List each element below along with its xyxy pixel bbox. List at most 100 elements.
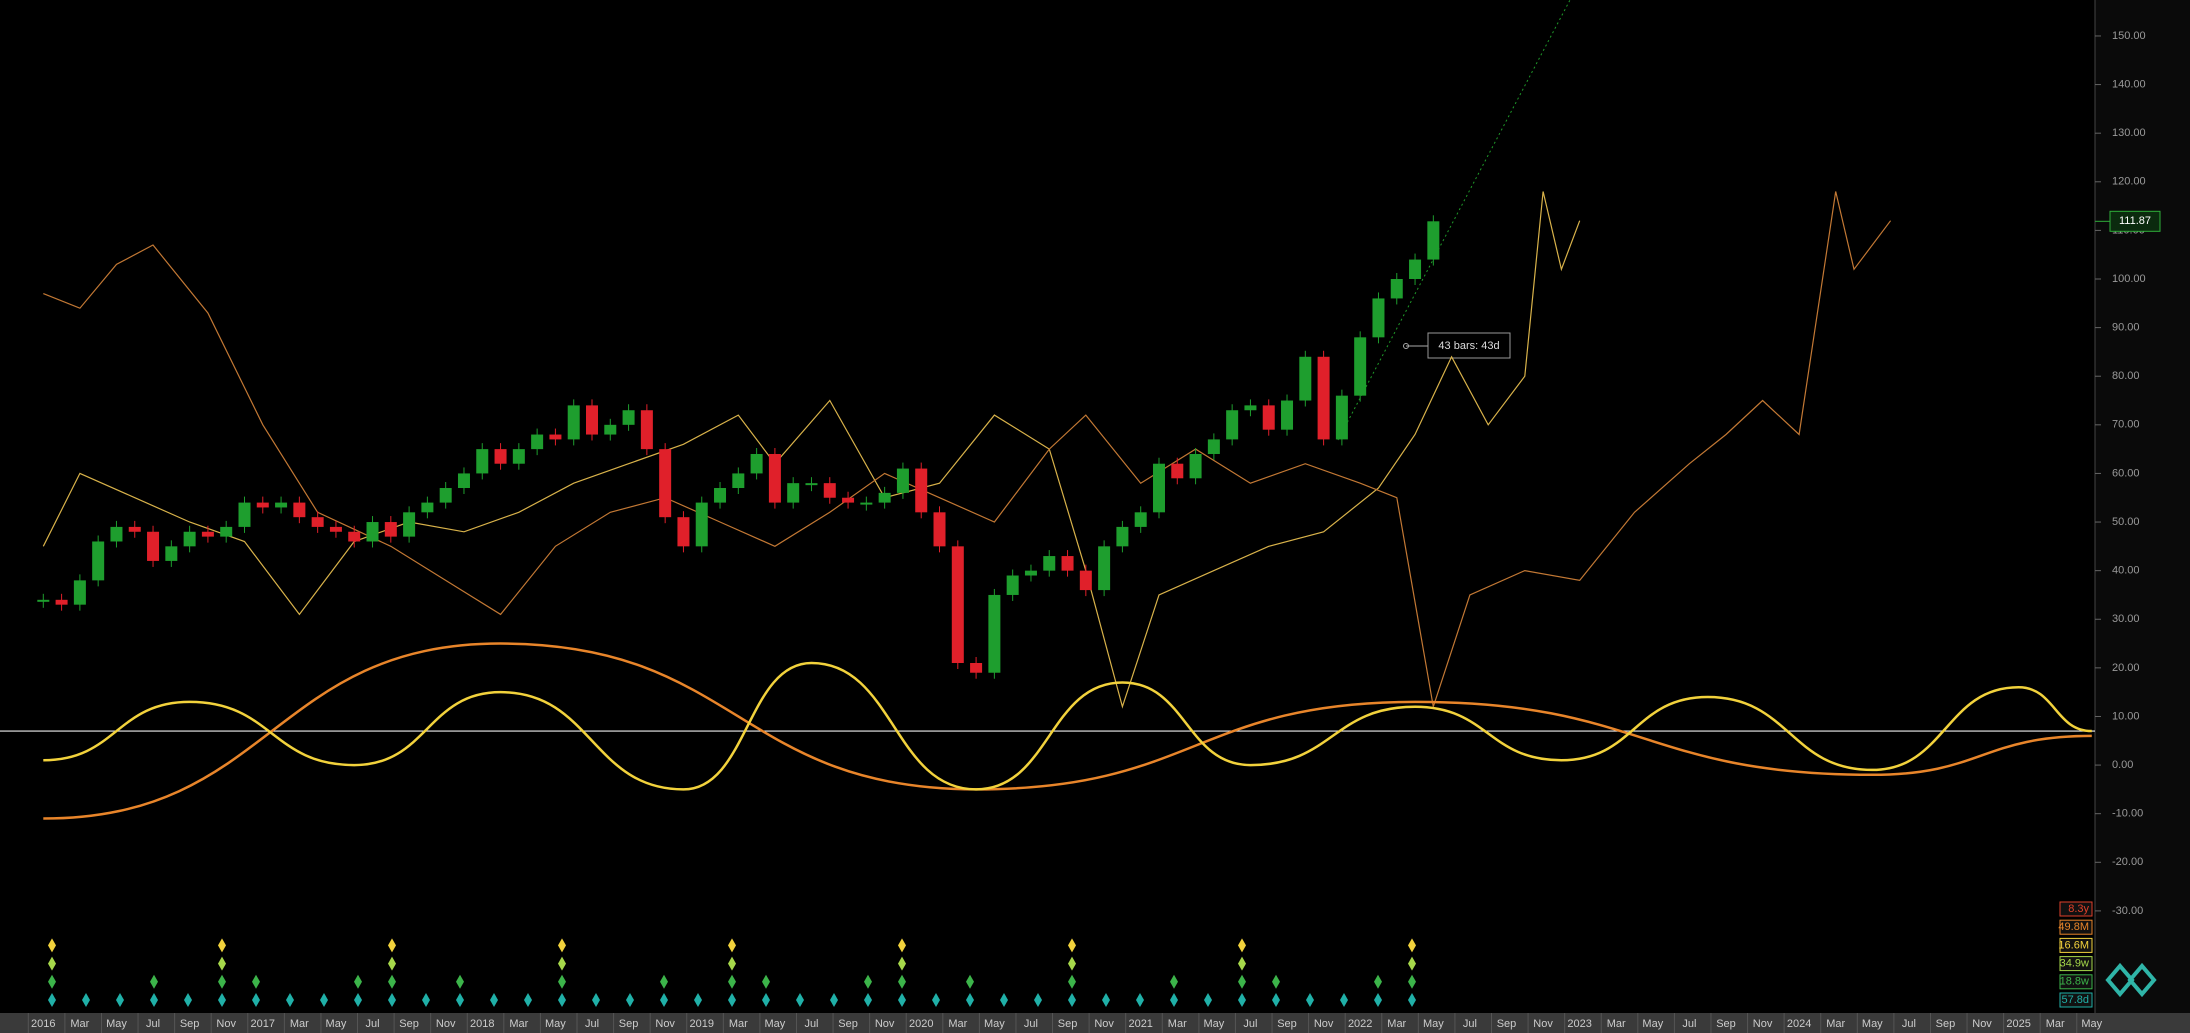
x-tick-label: Jul <box>1024 1018 1038 1030</box>
phasing-diamond <box>524 993 532 1007</box>
cycle-wave <box>43 661 2092 791</box>
x-tick-label: 2023 <box>1567 1018 1591 1030</box>
x-tick-label: 2025 <box>2006 1018 2030 1030</box>
phasing-diamond <box>864 993 872 1007</box>
x-tick-label: May <box>1642 1018 1663 1030</box>
x-tick-label: Sep <box>838 1018 858 1030</box>
price-bar <box>860 502 873 505</box>
phasing-diamond <box>966 993 974 1007</box>
phasing-diamond <box>422 993 430 1007</box>
y-tick-label: 60.00 <box>2112 467 2140 479</box>
phasing-diamond <box>286 993 294 1007</box>
x-tick-label: Sep <box>1936 1018 1956 1030</box>
price-bar <box>183 531 196 547</box>
x-tick-label: Nov <box>655 1018 675 1030</box>
x-tick-label: Mar <box>290 1018 309 1030</box>
phasing-diamond <box>558 956 566 971</box>
x-tick-label: Nov <box>1972 1018 1992 1030</box>
phasing-diamond <box>388 938 396 953</box>
price-bar <box>55 599 68 605</box>
price-bar <box>933 512 946 547</box>
cycle-legend-label: 57.8d <box>2061 994 2089 1006</box>
phasing-diamond <box>1102 993 1110 1007</box>
phasing-diamond <box>898 974 906 989</box>
y-tick-label: -10.00 <box>2112 808 2143 820</box>
x-tick-label: May <box>545 1018 566 1030</box>
cycle-legend-box <box>2059 901 2093 917</box>
price-bar <box>1061 556 1074 571</box>
price-bar <box>384 522 397 537</box>
price-bar <box>512 449 525 464</box>
x-tick-label: May <box>2081 1018 2102 1030</box>
x-tick-label: May <box>765 1018 786 1030</box>
price-bar <box>1299 356 1312 401</box>
phasing-diamond <box>48 938 56 953</box>
price-bar <box>659 449 672 518</box>
price-bar <box>1134 512 1147 527</box>
phasing-diamond <box>388 956 396 971</box>
phasing-diamond <box>1408 956 1416 971</box>
phasing-diamond <box>864 974 872 989</box>
x-tick-label: Jul <box>1243 1018 1257 1030</box>
phasing-diamond <box>1408 993 1416 1007</box>
y-tick-label: 20.00 <box>2112 662 2140 674</box>
y-tick-label: -20.00 <box>2112 856 2143 868</box>
price-bar <box>842 497 855 503</box>
y-tick-label: 0.00 <box>2112 759 2133 771</box>
x-tick-label: 2022 <box>1348 1018 1372 1030</box>
y-tick-label: 100.00 <box>2112 273 2146 285</box>
phasing-diamond <box>1000 993 1008 1007</box>
x-tick-label: Sep <box>619 1018 639 1030</box>
price-bar <box>1354 337 1367 396</box>
price-bar <box>1226 410 1239 440</box>
x-tick-label: May <box>1862 1018 1883 1030</box>
phasing-diamond <box>1408 938 1416 953</box>
price-bar <box>1317 356 1330 440</box>
price-bar <box>1427 221 1440 260</box>
price-bar <box>768 453 781 503</box>
y-tick-label: 80.00 <box>2112 370 2140 382</box>
x-tick-label: May <box>984 1018 1005 1030</box>
price-bar <box>823 483 836 498</box>
price-bar <box>1024 570 1037 576</box>
phasing-diamond <box>1306 993 1314 1007</box>
x-tick-label: Jul <box>585 1018 599 1030</box>
cycle-wave <box>43 642 2092 820</box>
x-tick-label: 2019 <box>689 1018 713 1030</box>
x-tick-label: Jul <box>1682 1018 1696 1030</box>
price-bar <box>750 453 763 474</box>
price-bar <box>604 424 617 435</box>
phasing-diamond <box>1068 938 1076 953</box>
phasing-diamond <box>1374 993 1382 1007</box>
phasing-diamond <box>1136 993 1144 1007</box>
phasing-diamond <box>456 993 464 1007</box>
phasing-diamond <box>1170 974 1178 989</box>
x-tick-label: Jul <box>804 1018 818 1030</box>
projection-line <box>43 191 1892 707</box>
price-bar <box>366 522 379 542</box>
price-bar <box>311 517 324 527</box>
price-bar <box>622 410 635 425</box>
price-axis-panel <box>2095 0 2190 1013</box>
price-bar <box>476 449 489 474</box>
price-bar <box>1281 400 1294 430</box>
phasing-diamond <box>218 938 226 953</box>
price-bar <box>73 580 86 605</box>
phasing-diamond <box>830 993 838 1007</box>
phasing-diamond <box>728 974 736 989</box>
price-bar <box>1152 463 1165 513</box>
phasing-diamond <box>48 974 56 989</box>
x-tick-label: Sep <box>1058 1018 1078 1030</box>
price-bar <box>1409 259 1422 280</box>
phasing-diamond <box>184 993 192 1007</box>
x-tick-label: 2017 <box>251 1018 275 1030</box>
phasing-diamond <box>252 974 260 989</box>
phasing-diamond <box>1238 956 1246 971</box>
price-bar <box>951 546 964 664</box>
time-axis-panel <box>0 1013 2190 1033</box>
price-bar <box>896 468 909 493</box>
x-tick-label: Sep <box>399 1018 419 1030</box>
phasing-diamond <box>660 993 668 1007</box>
